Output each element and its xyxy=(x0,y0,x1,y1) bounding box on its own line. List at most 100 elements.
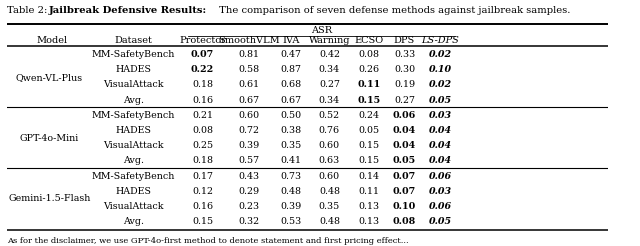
Text: 0.32: 0.32 xyxy=(238,217,259,226)
Text: 0.04: 0.04 xyxy=(393,141,416,150)
Text: 0.15: 0.15 xyxy=(192,217,213,226)
Text: HADES: HADES xyxy=(115,65,152,74)
Text: 0.07: 0.07 xyxy=(191,50,214,59)
Text: 0.34: 0.34 xyxy=(319,65,340,74)
Text: 0.87: 0.87 xyxy=(280,65,301,74)
Text: 0.12: 0.12 xyxy=(192,187,213,196)
Text: 0.11: 0.11 xyxy=(358,187,380,196)
Text: Table 2:: Table 2: xyxy=(7,6,51,15)
Text: 0.39: 0.39 xyxy=(280,202,301,211)
Text: MM-SafetyBench: MM-SafetyBench xyxy=(92,171,175,181)
Text: 0.48: 0.48 xyxy=(319,217,340,226)
Text: Avg.: Avg. xyxy=(123,96,144,105)
Text: ECSO: ECSO xyxy=(355,36,383,45)
Text: 0.07: 0.07 xyxy=(393,187,416,196)
Text: 0.33: 0.33 xyxy=(394,50,415,59)
Text: 0.10: 0.10 xyxy=(428,65,452,74)
Text: 0.76: 0.76 xyxy=(319,126,340,135)
Text: Avg.: Avg. xyxy=(123,156,144,165)
Text: 0.41: 0.41 xyxy=(280,156,301,165)
Text: 0.67: 0.67 xyxy=(238,96,259,105)
Text: 0.58: 0.58 xyxy=(238,65,259,74)
Text: 0.16: 0.16 xyxy=(192,96,213,105)
Text: 0.08: 0.08 xyxy=(358,50,380,59)
Text: 0.53: 0.53 xyxy=(280,217,301,226)
Text: 0.13: 0.13 xyxy=(358,217,380,226)
Text: 0.11: 0.11 xyxy=(357,80,381,90)
Text: 0.08: 0.08 xyxy=(393,217,416,226)
Text: 0.73: 0.73 xyxy=(280,171,301,181)
Text: 0.04: 0.04 xyxy=(428,156,452,165)
Text: Protector: Protector xyxy=(179,36,226,45)
Text: 0.42: 0.42 xyxy=(319,50,340,59)
Text: 0.57: 0.57 xyxy=(238,156,259,165)
Text: 0.04: 0.04 xyxy=(428,141,452,150)
Text: 0.16: 0.16 xyxy=(192,202,213,211)
Text: 0.60: 0.60 xyxy=(319,171,340,181)
Text: 0.14: 0.14 xyxy=(358,171,380,181)
Text: HADES: HADES xyxy=(115,126,152,135)
Text: 0.02: 0.02 xyxy=(428,80,452,90)
Text: 0.15: 0.15 xyxy=(358,96,381,105)
Text: VisualAttack: VisualAttack xyxy=(103,141,164,150)
Text: Jailbreak Defensive Results:: Jailbreak Defensive Results: xyxy=(49,6,207,15)
Text: VisualAttack: VisualAttack xyxy=(103,202,164,211)
Text: HADES: HADES xyxy=(115,187,152,196)
Text: SmoothVLM: SmoothVLM xyxy=(218,36,280,45)
Text: 0.19: 0.19 xyxy=(394,80,415,90)
Text: Avg.: Avg. xyxy=(123,217,144,226)
Text: Model: Model xyxy=(36,36,68,45)
Text: The comparison of seven defense methods against jailbreak samples.: The comparison of seven defense methods … xyxy=(216,6,571,15)
Text: 0.67: 0.67 xyxy=(280,96,301,105)
Text: 0.27: 0.27 xyxy=(319,80,340,90)
Text: 0.63: 0.63 xyxy=(319,156,340,165)
Text: As for the disclaimer, we use GPT-4o-first method to denote statement and first : As for the disclaimer, we use GPT-4o-fir… xyxy=(7,237,409,245)
Text: ASR: ASR xyxy=(310,26,332,35)
Text: Warning: Warning xyxy=(308,36,350,45)
Text: 0.29: 0.29 xyxy=(238,187,259,196)
Text: 0.47: 0.47 xyxy=(280,50,301,59)
Text: GPT-4o-Mini: GPT-4o-Mini xyxy=(20,134,79,143)
Text: 0.24: 0.24 xyxy=(358,111,380,120)
Text: 0.25: 0.25 xyxy=(192,141,213,150)
Text: 0.03: 0.03 xyxy=(428,187,452,196)
Text: 0.22: 0.22 xyxy=(191,65,214,74)
Text: IVA: IVA xyxy=(282,36,300,45)
Text: 0.21: 0.21 xyxy=(192,111,213,120)
Text: 0.15: 0.15 xyxy=(358,141,380,150)
Text: 0.39: 0.39 xyxy=(238,141,259,150)
Text: 0.10: 0.10 xyxy=(393,202,416,211)
Text: LS-DPS: LS-DPS xyxy=(421,36,459,45)
Text: 0.81: 0.81 xyxy=(238,50,259,59)
Text: 0.26: 0.26 xyxy=(358,65,380,74)
Text: 0.04: 0.04 xyxy=(428,126,452,135)
Text: 0.18: 0.18 xyxy=(192,80,213,90)
Text: 0.07: 0.07 xyxy=(393,171,416,181)
Text: 0.52: 0.52 xyxy=(319,111,340,120)
Text: 0.27: 0.27 xyxy=(394,96,415,105)
Text: Gemini-1.5-Flash: Gemini-1.5-Flash xyxy=(8,194,90,203)
Text: 0.61: 0.61 xyxy=(238,80,259,90)
Text: 0.05: 0.05 xyxy=(393,156,416,165)
Text: 0.04: 0.04 xyxy=(393,126,416,135)
Text: 0.43: 0.43 xyxy=(238,171,259,181)
Text: 0.23: 0.23 xyxy=(238,202,259,211)
Text: 0.03: 0.03 xyxy=(428,111,452,120)
Text: 0.35: 0.35 xyxy=(280,141,301,150)
Text: 0.60: 0.60 xyxy=(319,141,340,150)
Text: 0.72: 0.72 xyxy=(238,126,259,135)
Text: 0.15: 0.15 xyxy=(358,156,380,165)
Text: 0.05: 0.05 xyxy=(358,126,380,135)
Text: 0.60: 0.60 xyxy=(238,111,259,120)
Text: 0.05: 0.05 xyxy=(428,96,452,105)
Text: 0.06: 0.06 xyxy=(393,111,416,120)
Text: Dataset: Dataset xyxy=(115,36,152,45)
Text: 0.30: 0.30 xyxy=(394,65,415,74)
Text: 0.05: 0.05 xyxy=(428,217,452,226)
Text: DPS: DPS xyxy=(394,36,415,45)
Text: 0.50: 0.50 xyxy=(280,111,301,120)
Text: 0.02: 0.02 xyxy=(428,50,452,59)
Text: 0.06: 0.06 xyxy=(428,171,452,181)
Text: 0.06: 0.06 xyxy=(428,202,452,211)
Text: 0.08: 0.08 xyxy=(192,126,213,135)
